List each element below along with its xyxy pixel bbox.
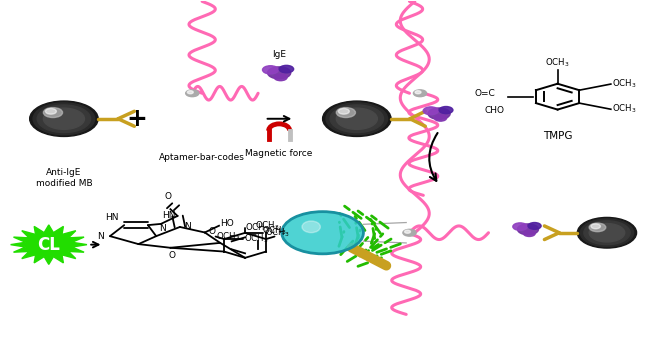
Circle shape <box>513 223 527 230</box>
Text: OCH$_3$: OCH$_3$ <box>612 78 637 90</box>
Text: Aptamer-bar-codes: Aptamer-bar-codes <box>159 153 245 162</box>
Circle shape <box>46 108 56 114</box>
Circle shape <box>44 108 63 118</box>
Circle shape <box>323 101 391 137</box>
Text: HN: HN <box>106 213 119 222</box>
Circle shape <box>44 108 85 129</box>
Text: +: + <box>126 107 147 131</box>
Circle shape <box>439 107 453 114</box>
Text: OCH$_3$: OCH$_3$ <box>244 233 268 245</box>
Circle shape <box>326 103 387 135</box>
Circle shape <box>528 223 541 229</box>
Polygon shape <box>11 225 87 264</box>
Circle shape <box>37 105 91 132</box>
Text: OCH$_3$: OCH$_3$ <box>255 219 280 232</box>
Circle shape <box>33 103 95 135</box>
Circle shape <box>186 90 199 97</box>
Circle shape <box>584 221 630 245</box>
Circle shape <box>282 212 364 254</box>
Text: N: N <box>159 224 166 233</box>
Text: HO: HO <box>220 218 234 227</box>
Circle shape <box>415 91 421 94</box>
Text: IgE: IgE <box>272 50 286 59</box>
Text: CHO: CHO <box>485 106 504 115</box>
Text: OCH$_3$: OCH$_3$ <box>265 227 290 239</box>
Circle shape <box>262 66 278 74</box>
Text: N: N <box>184 223 190 232</box>
Circle shape <box>403 229 416 236</box>
Circle shape <box>423 107 438 115</box>
Circle shape <box>589 223 605 232</box>
Circle shape <box>428 108 450 119</box>
Circle shape <box>434 115 447 121</box>
Circle shape <box>274 74 287 81</box>
Text: OCH$_3$: OCH$_3$ <box>245 222 270 234</box>
Circle shape <box>30 101 98 137</box>
Circle shape <box>524 230 535 236</box>
Circle shape <box>336 108 356 118</box>
Circle shape <box>518 224 539 235</box>
Circle shape <box>591 224 600 229</box>
Text: N: N <box>97 232 103 241</box>
Text: OCH$_3$: OCH$_3$ <box>215 230 241 243</box>
FancyArrowPatch shape <box>429 133 438 181</box>
Circle shape <box>279 66 293 73</box>
Text: Anti-IgE
modified MB: Anti-IgE modified MB <box>36 168 93 188</box>
Text: HN: HN <box>162 211 176 220</box>
Text: O=C: O=C <box>475 89 496 98</box>
Text: OCH$_3$: OCH$_3$ <box>612 103 637 116</box>
Circle shape <box>338 108 349 114</box>
Circle shape <box>580 219 634 247</box>
Circle shape <box>413 90 426 97</box>
Text: OCH$_3$: OCH$_3$ <box>545 56 570 69</box>
Text: O: O <box>169 251 175 260</box>
Text: TMPG: TMPG <box>543 131 572 141</box>
Circle shape <box>405 230 410 233</box>
Text: CL: CL <box>37 236 60 253</box>
Text: OCH$_3$: OCH$_3$ <box>262 224 287 237</box>
Text: O: O <box>165 192 171 201</box>
Circle shape <box>336 108 377 129</box>
Circle shape <box>589 224 625 242</box>
Text: O: O <box>209 227 215 236</box>
Ellipse shape <box>302 221 321 233</box>
Circle shape <box>577 217 637 248</box>
Circle shape <box>187 91 193 94</box>
Circle shape <box>330 105 383 132</box>
Text: Magnetic force: Magnetic force <box>245 150 313 158</box>
Circle shape <box>268 67 291 79</box>
